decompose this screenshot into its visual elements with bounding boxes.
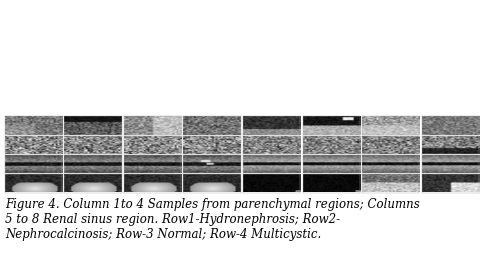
Text: Figure 4. Column 1to 4 Samples from parenchymal regions; Columns
5 to 8 Renal si: Figure 4. Column 1to 4 Samples from pare… — [5, 198, 419, 241]
